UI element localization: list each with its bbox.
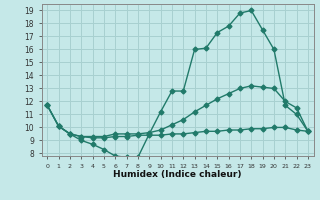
X-axis label: Humidex (Indice chaleur): Humidex (Indice chaleur) xyxy=(113,170,242,179)
